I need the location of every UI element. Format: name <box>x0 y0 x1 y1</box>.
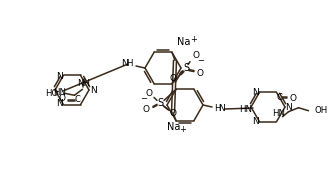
Text: −: − <box>141 94 148 103</box>
Text: NH: NH <box>77 79 90 88</box>
Text: N: N <box>56 99 63 108</box>
Text: N: N <box>219 104 225 112</box>
Text: Na: Na <box>177 37 191 47</box>
Text: N: N <box>286 103 292 111</box>
Text: N: N <box>121 58 127 67</box>
Text: HN: HN <box>239 105 253 114</box>
Text: N: N <box>90 85 97 94</box>
Text: O: O <box>146 89 153 98</box>
Text: N: N <box>252 88 259 97</box>
Text: N: N <box>56 72 63 81</box>
Text: N: N <box>252 117 259 126</box>
Text: S: S <box>157 98 163 108</box>
Text: H: H <box>126 58 132 67</box>
Text: O: O <box>143 105 150 114</box>
Text: C: C <box>74 95 80 104</box>
Text: HO: HO <box>45 89 58 98</box>
Text: O: O <box>169 109 176 118</box>
Text: Na: Na <box>167 122 181 132</box>
Text: +: + <box>180 125 186 134</box>
Text: HN: HN <box>53 88 66 96</box>
Text: +: + <box>191 35 197 44</box>
Text: O: O <box>58 94 65 103</box>
Text: HN: HN <box>272 109 285 118</box>
Text: O: O <box>192 51 199 60</box>
Text: OH: OH <box>315 106 328 115</box>
Text: −: − <box>197 56 204 65</box>
Text: O: O <box>169 74 176 83</box>
Text: O: O <box>290 94 297 103</box>
Text: S: S <box>183 63 189 73</box>
Text: O: O <box>196 69 203 78</box>
Text: C: C <box>277 93 283 102</box>
Text: H: H <box>214 104 220 112</box>
